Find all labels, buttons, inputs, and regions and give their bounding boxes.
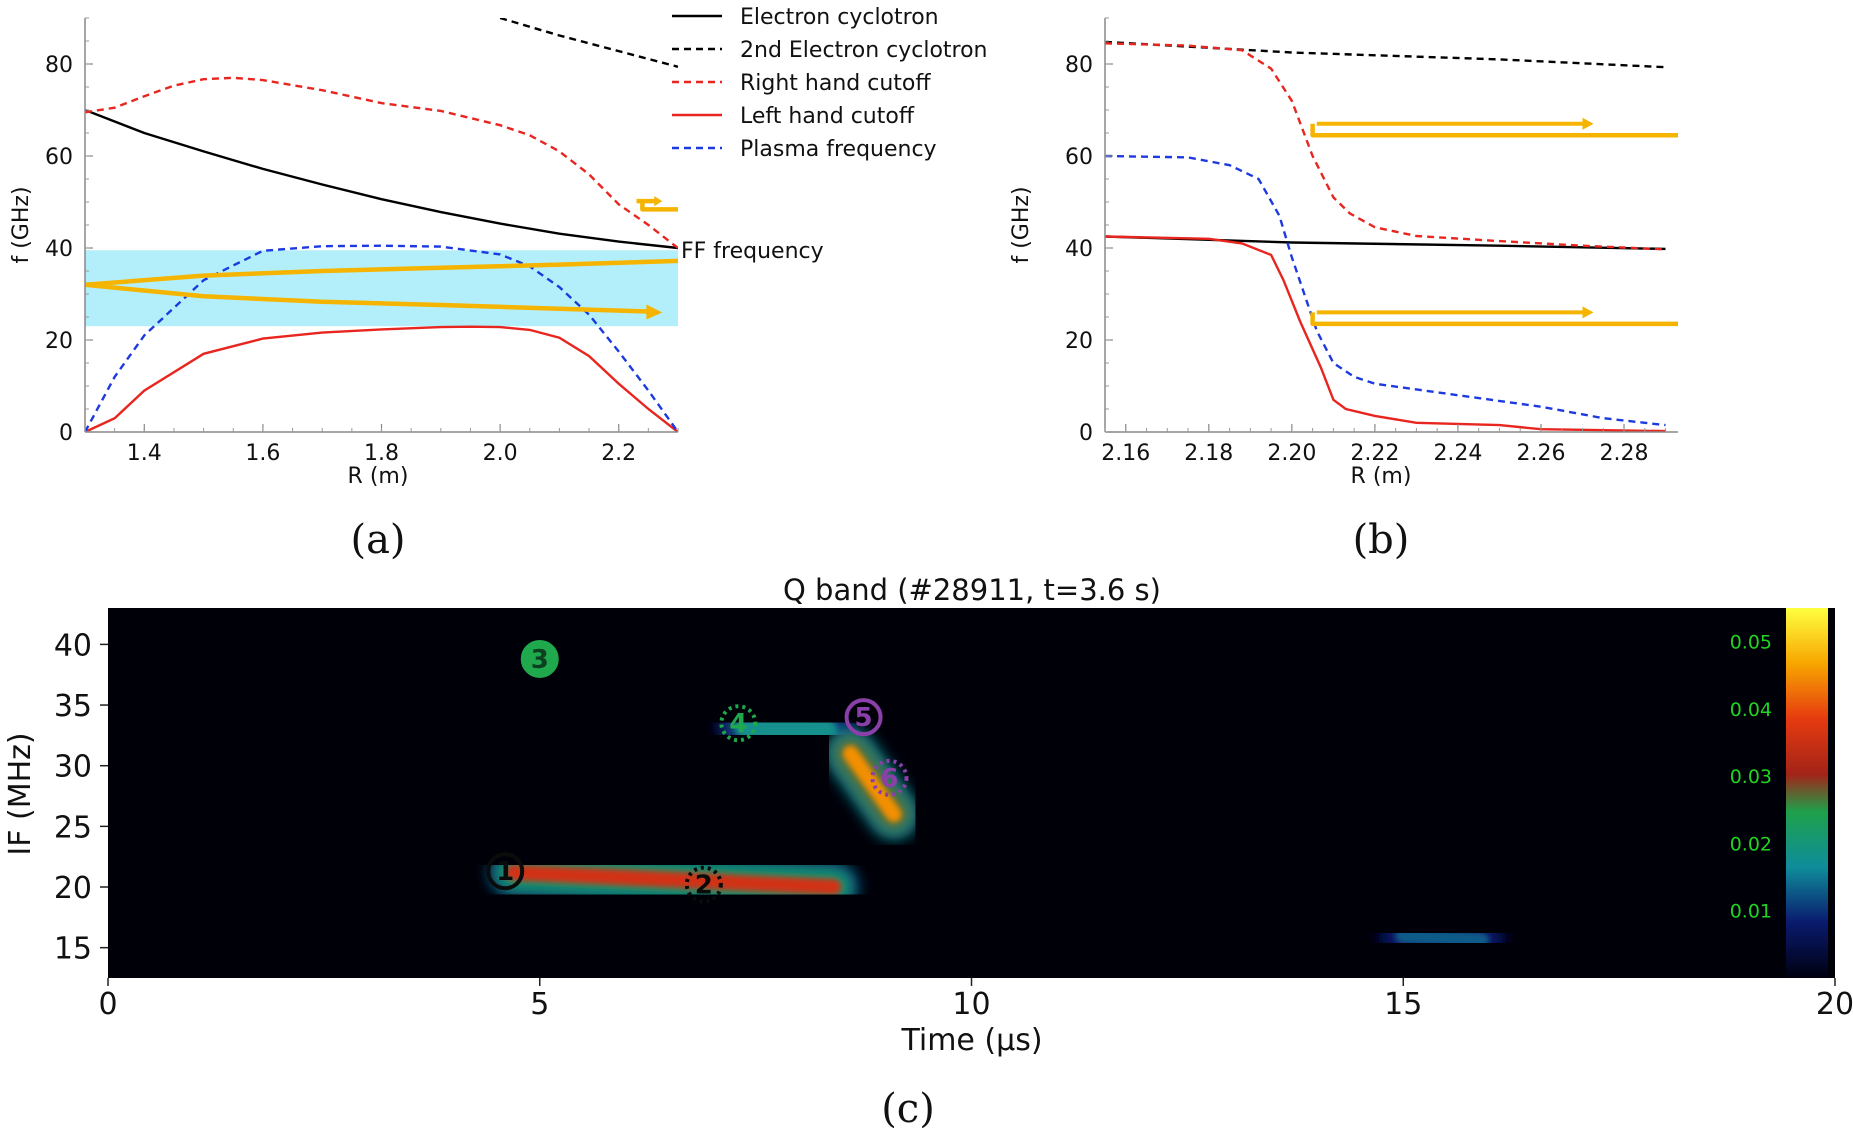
panel-a-ylabel: f (GHz) xyxy=(9,186,34,263)
spectrogram-feature-5 xyxy=(842,745,902,823)
panel-a-ray-2 xyxy=(85,282,649,314)
panel-a-ff-annotation: FF frequency xyxy=(681,239,824,264)
panel-a-ytick-label: 60 xyxy=(45,145,73,170)
panel-c-caption: (c) xyxy=(881,1086,935,1132)
colorbar-tick-label: 0.04 xyxy=(1730,699,1772,721)
panel-b-xtick-label: 2.16 xyxy=(1101,441,1150,466)
panel-c-xtick-label: 10 xyxy=(952,987,990,1022)
panel-b-ylabel: f (GHz) xyxy=(1009,186,1034,263)
panel-a-xlabel: R (m) xyxy=(348,464,409,489)
legend-label-plasma-frequency: Plasma frequency xyxy=(740,137,937,162)
panel-b-xtick-label: 2.26 xyxy=(1516,441,1565,466)
panel-a-ray-1 xyxy=(85,258,678,288)
panel-b-xtick-label: 2.22 xyxy=(1350,441,1399,466)
marker-6-ring xyxy=(870,758,909,797)
marker-5-label: 5 xyxy=(855,703,873,733)
panel-b-caption: (b) xyxy=(1353,517,1410,563)
panel-b-ray-2 xyxy=(1310,312,1678,327)
panel-a-series-left-hand-cutoff xyxy=(85,325,678,432)
marker-1-ring xyxy=(486,852,525,891)
colorbar-tick-label: 0.01 xyxy=(1730,901,1772,923)
panel-c-ytick-label: 40 xyxy=(54,628,92,663)
panel-a-series-2nd-electron-cyclotron xyxy=(499,18,678,68)
colorbar-tick-label: 0.02 xyxy=(1730,833,1772,855)
panel-b-xtick-label: 2.18 xyxy=(1184,441,1233,466)
panel-c-title: Q band (#28911, t=3.6 s) xyxy=(783,573,1161,607)
panel-c-ytick-label: 30 xyxy=(54,750,92,785)
panel-c-ytick-label: 20 xyxy=(54,871,92,906)
spectrogram-background xyxy=(108,608,1835,978)
panel-b-ytick-label: 0 xyxy=(1079,421,1093,446)
panel-a-series-electron-cyclotron xyxy=(85,108,678,250)
panel-c-ytick-label: 35 xyxy=(54,689,92,724)
panel-c-xtick-label: 20 xyxy=(1816,987,1853,1022)
panel-c-ylabel: IF (MHz) xyxy=(3,732,38,855)
panel-b-xtick-label: 2.24 xyxy=(1433,441,1482,466)
legend: Electron cyclotron 2nd Electron cyclotron… xyxy=(672,5,988,162)
panel-b-series-plasma-frequency xyxy=(1105,154,1666,427)
panel-a-ytick-label: 40 xyxy=(45,237,73,262)
marker-2-ring xyxy=(684,865,723,904)
panel-b-xtick-label: 2.20 xyxy=(1267,441,1316,466)
legend-label-2nd-electron-cyclotron: 2nd Electron cyclotron xyxy=(740,38,988,63)
colorbar xyxy=(1786,608,1828,978)
panel-b-xtick-label: 2.28 xyxy=(1600,441,1649,466)
panel-c-xlabel: Time (μs) xyxy=(900,1023,1042,1058)
panel-b-ray-2-arrowhead xyxy=(1582,306,1594,319)
legend-label-right-hand-cutoff: Right hand cutoff xyxy=(740,71,931,96)
panel-a-xtick-label: 1.4 xyxy=(127,441,162,466)
legend-label-left-hand-cutoff: Left hand cutoff xyxy=(740,104,915,129)
marker-2-label: 2 xyxy=(695,871,713,901)
spectrogram-feature-4 xyxy=(733,712,838,745)
panel-b-ray-1 xyxy=(1310,123,1678,138)
panel-b-ytick-label: 60 xyxy=(1065,145,1093,170)
marker-3-label: 3 xyxy=(531,645,549,675)
marker-5-ring xyxy=(844,698,883,737)
panel-a-ray-2-arrowhead xyxy=(646,304,663,320)
panel-b-ytick-label: 40 xyxy=(1065,237,1093,262)
panel-a-xtick-label: 1.8 xyxy=(364,441,399,466)
panel-a: 1.4 1.6 1.8 2.0 2.2 0 20 40 60 80 R (m) f (GHz) F… xyxy=(9,5,988,563)
panel-b: 2.16 2.18 2.20 2.22 2.24 2.26 2.28 0 20 40 60 80 R … xyxy=(1009,17,1678,563)
panel-a-series-right-hand-cutoff xyxy=(85,76,678,249)
panel-c-xtick-label: 15 xyxy=(1384,987,1422,1022)
marker-3-ring xyxy=(520,639,559,678)
panel-a-ray-3-arrowhead xyxy=(654,196,663,207)
panel-a-xtick-label: 1.6 xyxy=(245,441,280,466)
panel-c-xtick-label: 0 xyxy=(98,987,117,1022)
spectrogram-feature-7 xyxy=(1395,927,1489,949)
panel-a-ytick-label: 20 xyxy=(45,329,73,354)
marker-1-label: 1 xyxy=(496,857,514,887)
panel-b-series-right-hand-cutoff xyxy=(1105,42,1666,251)
panel-a-caption: (a) xyxy=(350,517,405,563)
panel-a-ytick-label: 0 xyxy=(59,421,73,446)
panel-b-ytick-label: 80 xyxy=(1065,53,1093,78)
panel-c: Q band (#28911, t=3.6 s) 0.01 0.02 0.03 0.0… xyxy=(3,573,1853,1132)
marker-6-label: 6 xyxy=(880,764,898,794)
panel-a-ytick-label: 80 xyxy=(45,53,73,78)
panel-b-xlabel: R (m) xyxy=(1351,464,1412,489)
panel-a-ray-3 xyxy=(636,198,678,212)
panel-a-xtick-label: 2.2 xyxy=(601,441,636,466)
panel-b-series-2nd-electron-cyclotron xyxy=(1105,40,1666,69)
marker-4-ring xyxy=(719,704,758,743)
panel-b-ytick-label: 20 xyxy=(1065,329,1093,354)
marker-4-label: 4 xyxy=(729,709,747,739)
panel-b-series-left-hand-cutoff xyxy=(1105,235,1666,432)
panel-c-ytick-label: 25 xyxy=(54,810,92,845)
legend-label-electron-cyclotron: Electron cyclotron xyxy=(740,5,939,30)
panel-a-series-plasma-frequency xyxy=(85,244,678,432)
panel-a-xtick-label: 2.0 xyxy=(483,441,518,466)
panel-c-ytick-label: 15 xyxy=(54,932,92,967)
colorbar-tick-label: 0.05 xyxy=(1730,632,1772,654)
colorbar-tick-label: 0.03 xyxy=(1730,766,1772,788)
panel-c-xtick-label: 5 xyxy=(530,987,549,1022)
panel-b-ray-1-arrowhead xyxy=(1582,117,1594,130)
